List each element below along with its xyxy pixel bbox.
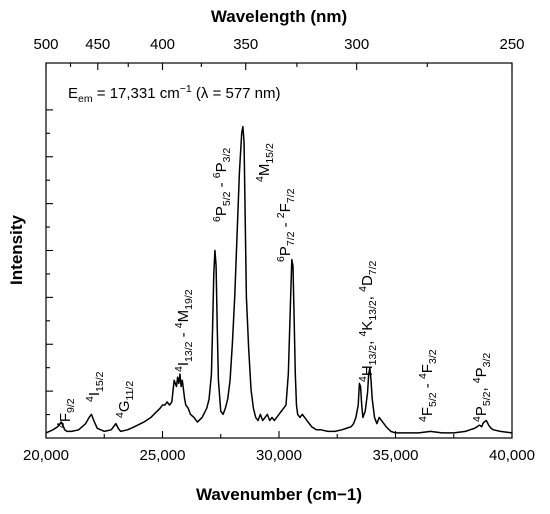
- x-tick-label: 40,000: [489, 447, 535, 464]
- x-tick-label: 30,000: [256, 447, 302, 464]
- x2-tick-label: 450: [85, 36, 110, 53]
- x2-tick-label: 300: [344, 36, 369, 53]
- y-axis-title: Intensity: [7, 215, 26, 285]
- x-tick-label: 25,000: [140, 447, 186, 464]
- label-6P7/2-2F7/2: 6P7/2 - 2F7/2: [275, 188, 297, 262]
- x-axis-title: Wavenumber (cm−1): [196, 485, 362, 504]
- x2-tick-label: 500: [33, 36, 58, 53]
- excitation-annotation: Eem = 17,331 cm−1 (λ = 577 nm): [68, 83, 281, 105]
- x2-tick-label: 350: [233, 36, 258, 53]
- label-4F9/2: 4F9/2: [55, 398, 77, 428]
- spectrum-line: [45, 125, 513, 434]
- label-4I15/2: 4I15/2: [84, 371, 106, 402]
- label-4F5/2-4F3/2: 4F5/2 - 4F3/2: [417, 349, 439, 422]
- x-tick-label: 20,000: [23, 447, 69, 464]
- x-tick-label: 35,000: [373, 447, 419, 464]
- x2-axis-title: Wavelength (nm): [211, 7, 347, 26]
- label-6P5/2-6P3/2: 6P5/2 - 6P3/2: [211, 148, 233, 222]
- label-4M15/2: 4M15/2: [254, 143, 276, 182]
- label-4I13/2-4M19/2: 4I13/2 - 4M19/2: [173, 289, 195, 372]
- x2-tick-label: 400: [150, 36, 175, 53]
- axis-tick-labels: 20,000 25,000 30,000 35,000 40,000 500 450 400 3…: [23, 36, 535, 464]
- label-4P5/2-4P3/2: 4P5/2, 4P3/2: [471, 353, 493, 422]
- label-4H13/2-4K13/2-4D7/2: 4H13/2, 4K13/2, 4D7/2: [357, 260, 379, 382]
- x2-tick-label: 250: [499, 36, 524, 53]
- label-4G11/2: 4G11/2: [114, 381, 136, 418]
